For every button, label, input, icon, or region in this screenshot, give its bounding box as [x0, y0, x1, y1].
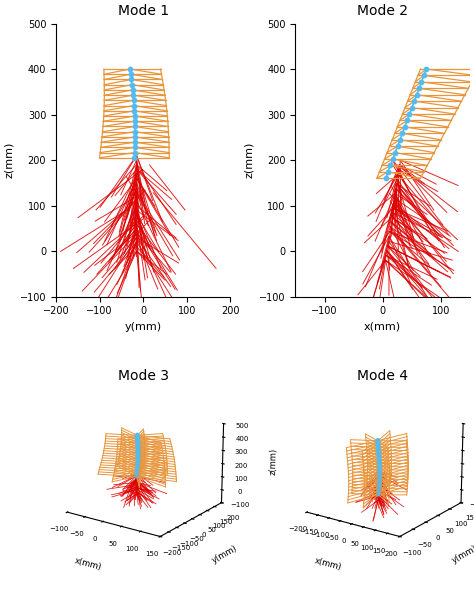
Point: [127, 70, 135, 79]
Point: [396, 135, 404, 145]
Point: [384, 167, 392, 177]
Y-axis label: y(mm): y(mm): [210, 544, 239, 565]
Point: [131, 116, 138, 126]
Point: [130, 101, 138, 111]
Point: [406, 109, 413, 119]
Point: [131, 127, 139, 137]
Y-axis label: y(mm): y(mm): [450, 544, 474, 565]
Point: [129, 85, 137, 95]
Point: [415, 84, 423, 93]
Point: [131, 132, 138, 142]
Y-axis label: z(mm): z(mm): [244, 142, 254, 178]
Point: [418, 77, 425, 87]
Title: Mode 1: Mode 1: [118, 4, 169, 18]
Title: Mode 4: Mode 4: [357, 369, 408, 383]
Point: [131, 148, 138, 158]
Point: [128, 80, 136, 90]
Point: [126, 64, 134, 74]
Point: [392, 148, 399, 158]
Point: [408, 103, 416, 112]
Point: [131, 153, 138, 163]
Title: Mode 2: Mode 2: [357, 4, 408, 18]
Point: [413, 90, 420, 100]
Y-axis label: z(mm): z(mm): [4, 142, 14, 178]
Point: [131, 122, 138, 131]
Point: [420, 71, 428, 81]
Point: [128, 75, 135, 84]
Point: [399, 128, 406, 138]
Point: [130, 95, 137, 105]
X-axis label: x(mm): x(mm): [74, 556, 103, 572]
Point: [387, 161, 394, 170]
Point: [130, 106, 138, 115]
Point: [403, 115, 411, 125]
X-axis label: x(mm): x(mm): [364, 322, 401, 332]
Point: [382, 174, 389, 183]
Point: [131, 137, 138, 147]
X-axis label: y(mm): y(mm): [125, 322, 162, 332]
Point: [131, 142, 138, 152]
X-axis label: x(mm): x(mm): [313, 556, 343, 572]
Point: [129, 90, 137, 100]
Point: [422, 64, 430, 74]
Point: [131, 111, 138, 121]
Title: Mode 3: Mode 3: [118, 369, 169, 383]
Point: [389, 154, 397, 164]
Point: [394, 141, 401, 151]
Point: [410, 97, 418, 106]
Point: [401, 122, 409, 132]
